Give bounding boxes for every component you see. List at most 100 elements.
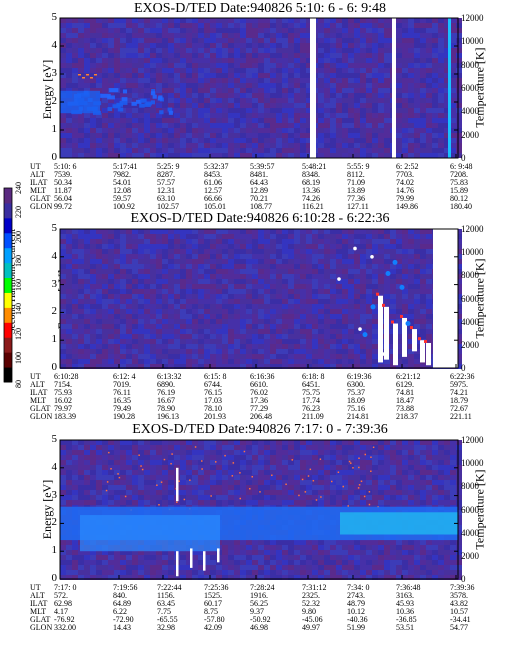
panel-1-cell-5-1: 8348.: [302, 170, 320, 179]
panel-2-cell-4-3: 17.36: [250, 396, 268, 405]
panel-1-row-ilat: ILAT: [30, 178, 48, 187]
panel-1-cell-3-3: 12.57: [204, 186, 222, 195]
panel-2-cell-8-1: 5975.: [450, 380, 468, 389]
panel-2-cell-3-3: 17.03: [204, 396, 222, 405]
panel-2-cell-1-0: 6:12: 4: [113, 372, 136, 381]
panel-3-cell-0-2: 62.98: [54, 599, 72, 608]
panel-3-cell-2-1: 1156.: [157, 591, 175, 600]
panel-3-cell-2-5: 32.98: [157, 623, 175, 632]
panel-2-cell-4-1: 6610.: [250, 380, 268, 389]
panel-1-cell-5-3: 13.36: [302, 186, 320, 195]
panel-1-cell-6-4: 77.36: [347, 194, 365, 203]
panel-3-rtick-2000: 2000: [461, 550, 479, 561]
panel-2-rtick-6000: 6000: [461, 293, 479, 304]
panel-2-cell-5-0: 6:18: 8: [302, 372, 325, 381]
panel-3-cell-6-5: 51.99: [347, 623, 365, 632]
panel-1-row-alt: ALT: [30, 170, 45, 179]
panel-1-rtick-0: 0: [461, 153, 466, 163]
panel-1-rtick-8000: 8000: [461, 59, 479, 70]
panel-1-cell-3-0: 5:32:37: [204, 162, 229, 171]
panel-3-cell-1-0: 7:19:56: [113, 583, 138, 592]
panel-1-cell-8-3: 15.89: [450, 186, 468, 195]
panel-1-cell-3-4: 66.66: [204, 194, 222, 203]
panel-3-cell-1-5: 14.43: [113, 623, 131, 632]
panel-2-cell-8-5: 221.11: [450, 412, 472, 421]
panel-2-row-ut: UT: [30, 372, 41, 381]
panel-2-ytick-4: 4: [51, 249, 58, 262]
panel-1-cell-2-3: 12.31: [157, 186, 175, 195]
panel-3-cell-5-5: 49.97: [302, 623, 320, 632]
panel-2-plot: [59, 228, 462, 369]
panel-2-cell-5-4: 76.23: [302, 404, 320, 413]
panel-3-cell-7-0: 7:36:48: [396, 583, 421, 592]
panel-3-cell-8-4: -34.41: [450, 615, 471, 624]
panel-3-cell-5-1: 2325.: [302, 591, 320, 600]
colorbar-tick-120: 120: [14, 327, 23, 340]
panel-3-cell-5-4: -45.06: [302, 615, 323, 624]
colorbar-tick-220: 220: [14, 206, 23, 219]
panel-2-cell-2-5: 196.13: [157, 412, 179, 421]
panel-3-cell-4-0: 7:28:24: [250, 583, 275, 592]
panel-1-rtick-10000: 10000: [461, 36, 484, 47]
panel-3-cell-3-4: -57.80: [204, 615, 225, 624]
panel-2-cell-3-2: 76.15: [204, 388, 222, 397]
panel-1-cell-5-2: 68.19: [302, 178, 320, 187]
panel-3-cell-8-2: 43.82: [450, 599, 468, 608]
panel-1-cell-1-1: 7982.: [113, 170, 131, 179]
panel-3-cell-6-4: -40.36: [347, 615, 368, 624]
colorbar: [3, 187, 13, 383]
panel-3-cell-1-1: 840.: [113, 591, 127, 600]
panel-3-cell-8-3: 10.57: [450, 607, 468, 616]
panel-1-cell-5-5: 116.21: [302, 202, 324, 211]
panel-3-row-glat: GLAT: [30, 615, 51, 624]
panel-3-cell-3-2: 60.17: [204, 599, 222, 608]
panel-1-cell-0-3: 11.87: [54, 186, 72, 195]
colorbar-tick-240: 240: [14, 182, 23, 194]
panel-1-cell-5-0: 5:48:21: [302, 162, 327, 171]
panel-2-rtick-12000: 12000: [461, 224, 484, 234]
panel-3-cell-6-2: 48.79: [347, 599, 365, 608]
panel-3-cell-1-2: 64.89: [113, 599, 131, 608]
panel-1-row-glat: GLAT: [30, 194, 51, 203]
panel-2-cell-5-1: 6451.: [302, 380, 320, 389]
panel-3-cell-5-0: 7:31:12: [302, 583, 327, 592]
panel-2-cell-6-2: 75.37: [347, 388, 365, 397]
panel-3-rtick-4000: 4000: [461, 527, 479, 538]
panel-3-cell-4-4: -50.92: [250, 615, 271, 624]
panel-2-cell-8-4: 72.67: [450, 404, 468, 413]
panel-2-cell-2-1: 6890.: [157, 380, 175, 389]
panel-2-cell-7-4: 73.88: [396, 404, 414, 413]
panel-3-cell-1-4: -72.90: [113, 615, 134, 624]
panel-2-rtick-2000: 2000: [461, 339, 479, 350]
panel-1-ytick-1: 1: [51, 123, 58, 135]
panel-1-cell-2-5: 102.57: [157, 202, 179, 211]
panel-2-cell-7-1: 6129.: [396, 380, 414, 389]
panel-1-ytick-4: 4: [51, 39, 58, 51]
panel-1-cell-1-3: 12.08: [113, 186, 131, 195]
panel-2-row-ilat: ILAT: [30, 388, 48, 397]
panel-3-cell-3-3: 8.75: [204, 607, 218, 616]
panel-3-cell-5-3: 9.80: [302, 607, 316, 616]
panel-3-cell-4-2: 56.25: [250, 599, 268, 608]
panel-2-row-mlt: MLT: [30, 396, 47, 405]
panel-1-row-mlt: MLT: [30, 186, 47, 195]
panel-2-cell-1-3: 16.35: [113, 396, 131, 405]
panel-3-ytick-1: 1: [51, 544, 58, 557]
panel-3-cell-6-1: 2743.: [347, 591, 365, 600]
panel-2-cell-5-2: 75.75: [302, 388, 320, 397]
panel-1-cell-0-4: 56.04: [54, 194, 72, 203]
colorbar-tick-100: 100: [14, 351, 23, 364]
panel-2-rtick-10000: 10000: [461, 247, 484, 258]
panel-2-cell-6-3: 18.09: [347, 396, 365, 405]
panel-1-cell-7-3: 14.76: [396, 186, 414, 195]
panel-3-cell-8-1: 3578.: [450, 591, 468, 600]
panel-3-cell-8-5: 54.77: [450, 623, 468, 632]
panel-1-cell-0-5: 99.72: [54, 202, 72, 211]
panel-2-cell-1-2: 76.11: [113, 388, 131, 397]
panel-1-cell-0-1: 7539.: [54, 170, 72, 179]
panel-2-cell-8-0: 6:22:36: [450, 372, 475, 381]
panel-2-cell-0-2: 75.93: [54, 388, 72, 397]
panel-2-cell-8-2: 74.21: [450, 388, 468, 397]
panel-2-cell-3-0: 6:15: 8: [204, 372, 227, 381]
